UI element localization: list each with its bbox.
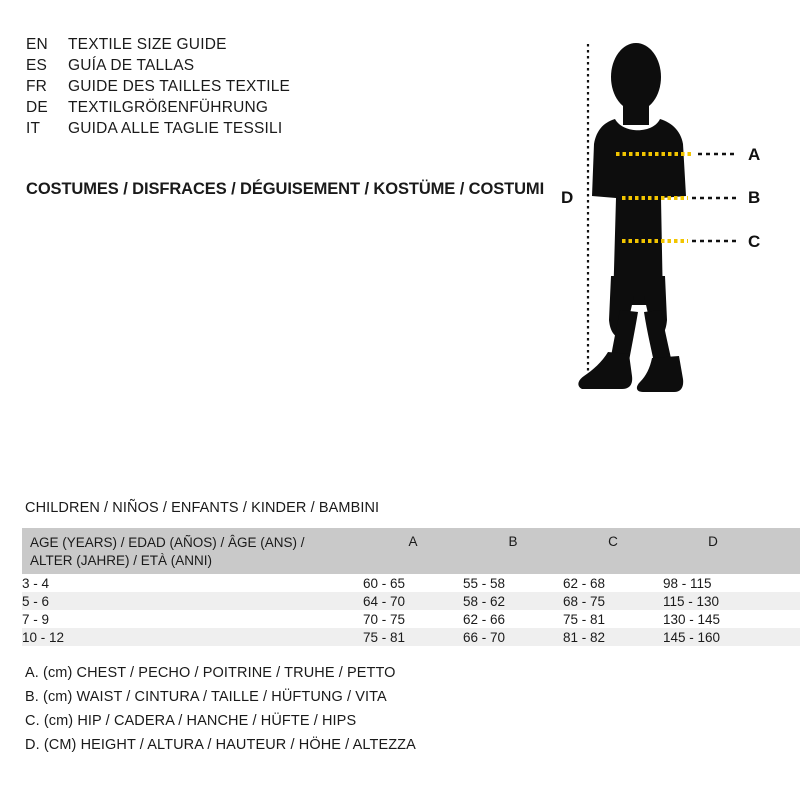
table-row: 10 - 12 75 - 81 66 - 70 81 - 82 145 - 16…: [22, 628, 800, 646]
right-leg-shape: [644, 310, 673, 372]
left-shoe-shape: [578, 352, 633, 389]
language-title-fr: GUIDE DES TAILLES TEXTILE: [68, 78, 291, 95]
height-label-d: D: [561, 188, 574, 207]
table-header-row: AGE (YEARS) / EDAD (AÑOS) / ÂGE (ANS) / …: [22, 528, 800, 574]
cell-chest: 64 - 70: [363, 592, 463, 610]
language-row-es: ES GUÍA DE TALLAS: [26, 57, 526, 78]
language-title-de: TEXTILGRÖßENFÜHRUNG: [68, 99, 269, 116]
legend-row-waist: B. (cm) WAIST / CINTURA / TAILLE / HÜFTU…: [25, 689, 387, 705]
language-row-en: EN TEXTILE SIZE GUIDE: [26, 36, 526, 57]
legend-row-chest: A. (cm) CHEST / PECHO / POITRINE / TRUHE…: [25, 665, 396, 681]
table-row: 3 - 4 60 - 65 55 - 58 62 - 68 98 - 115: [22, 574, 800, 592]
cell-chest: 70 - 75: [363, 610, 463, 628]
silhouette-body: [578, 43, 686, 392]
language-code-en: EN: [26, 36, 48, 53]
table-row: 7 - 9 70 - 75 62 - 66 75 - 81 130 - 145: [22, 610, 800, 628]
cell-height: 130 - 145: [663, 610, 763, 628]
cell-spacer: [763, 628, 800, 646]
language-row-de: DE TEXTILGRÖßENFÜHRUNG: [26, 99, 526, 120]
legend-row-hip: C. (cm) HIP / CADERA / HANCHE / HÜFTE / …: [25, 713, 357, 729]
cell-hip: 62 - 68: [563, 574, 663, 592]
language-code-fr: FR: [26, 78, 48, 95]
language-code-es: ES: [26, 57, 48, 74]
language-title-es: GUÍA DE TALLAS: [68, 57, 195, 74]
cell-height: 98 - 115: [663, 574, 763, 592]
size-table-body: 3 - 4 60 - 65 55 - 58 62 - 68 98 - 115 5…: [22, 574, 800, 646]
column-header-d: D: [663, 528, 763, 574]
cell-height: 145 - 160: [663, 628, 763, 646]
column-header-b: B: [463, 528, 563, 574]
column-header-a: A: [363, 528, 463, 574]
language-row-fr: FR GUIDE DES TAILLES TEXTILE: [26, 78, 526, 99]
column-header-spacer: [763, 528, 800, 574]
right-shoe-shape: [636, 356, 684, 392]
cell-height: 115 - 130: [663, 592, 763, 610]
cell-spacer: [763, 592, 800, 610]
cell-waist: 66 - 70: [463, 628, 563, 646]
title-block: EN TEXTILE SIZE GUIDE ES GUÍA DE TALLAS …: [26, 36, 526, 141]
size-table-header: AGE (YEARS) / EDAD (AÑOS) / ÂGE (ANS) / …: [22, 528, 800, 574]
table-row: 5 - 6 64 - 70 58 - 62 68 - 75 115 - 130: [22, 592, 800, 610]
measurement-figure: A B C D: [540, 20, 800, 420]
cell-waist: 58 - 62: [463, 592, 563, 610]
column-header-age: AGE (YEARS) / EDAD (AÑOS) / ÂGE (ANS) / …: [22, 528, 363, 574]
cell-hip: 81 - 82: [563, 628, 663, 646]
measurement-legend: A. (cm) CHEST / PECHO / POITRINE / TRUHE…: [25, 665, 416, 761]
waist-label-b: B: [748, 188, 761, 207]
chest-label-a: A: [748, 145, 761, 164]
column-header-age-line2: ALTER (JAHRE) / ETÀ (ANNI): [30, 553, 213, 569]
cell-spacer: [763, 610, 800, 628]
costumes-subtitle: COSTUMES / DISFRACES / DÉGUISEMENT / KOS…: [26, 180, 545, 198]
language-row-it: IT GUIDA ALLE TAGLIE TESSILI: [26, 120, 526, 141]
cell-spacer: [763, 574, 800, 592]
cell-age: 10 - 12: [22, 628, 363, 646]
cell-chest: 60 - 65: [363, 574, 463, 592]
language-title-it: GUIDA ALLE TAGLIE TESSILI: [68, 120, 283, 137]
cell-hip: 75 - 81: [563, 610, 663, 628]
cell-chest: 75 - 81: [363, 628, 463, 646]
hip-label-c: C: [748, 232, 761, 251]
language-code-de: DE: [26, 99, 48, 116]
language-code-it: IT: [26, 120, 41, 137]
child-silhouette-icon: [578, 43, 738, 392]
cell-age: 5 - 6: [22, 592, 363, 610]
column-header-c: C: [563, 528, 663, 574]
legend-row-height: D. (CM) HEIGHT / ALTURA / HAUTEUR / HÖHE…: [25, 737, 416, 753]
cell-hip: 68 - 75: [563, 592, 663, 610]
cell-age: 3 - 4: [22, 574, 363, 592]
table-caption-children: CHILDREN / NIÑOS / ENFANTS / KINDER / BA…: [25, 500, 380, 516]
language-title-en: TEXTILE SIZE GUIDE: [68, 36, 227, 53]
cell-waist: 55 - 58: [463, 574, 563, 592]
size-table: AGE (YEARS) / EDAD (AÑOS) / ÂGE (ANS) / …: [22, 528, 800, 646]
cell-waist: 62 - 66: [463, 610, 563, 628]
column-header-age-line1: AGE (YEARS) / EDAD (AÑOS) / ÂGE (ANS) /: [30, 535, 305, 550]
tshirt-shape: [592, 119, 686, 305]
cell-age: 7 - 9: [22, 610, 363, 628]
